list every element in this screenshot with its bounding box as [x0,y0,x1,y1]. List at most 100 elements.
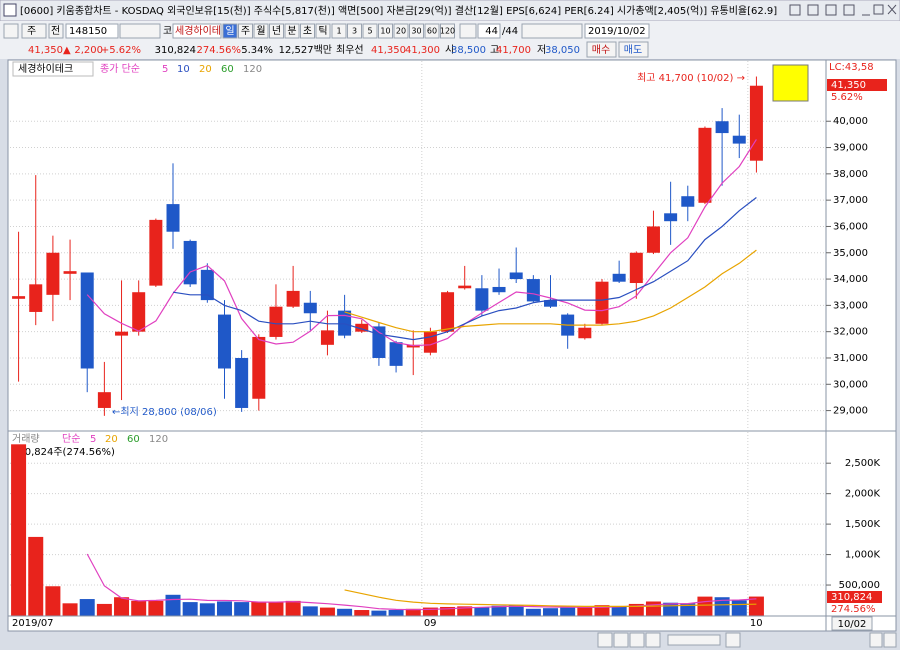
dropdown[interactable] [459,23,477,39]
candle-body [646,226,660,253]
x-tick-label: 10 [750,618,763,629]
interval[interactable]: 10 [380,27,390,36]
period-button[interactable] [238,23,253,39]
btn[interactable] [869,632,883,648]
open-label: 시 [445,44,454,56]
volume-bar [697,596,713,616]
volume-bar [714,597,730,616]
high: 41,700 [496,45,531,56]
btn[interactable] [645,632,661,648]
icons[interactable] [119,23,161,39]
btn[interactable] [613,632,629,648]
buy-button[interactable] [586,41,617,58]
legend-ma: 단순 [62,433,80,445]
btn[interactable] [3,23,19,39]
btn[interactable] [807,4,819,16]
y-tick-label: 40,000 [833,116,868,127]
ma-line [86,553,757,611]
candle-body [423,331,437,353]
interval[interactable]: 60 [427,27,437,36]
interval-button[interactable] [393,23,409,39]
volume-bar [405,608,421,616]
period-button[interactable] [253,23,269,39]
sell-button[interactable] [618,41,649,58]
period-button[interactable] [315,23,331,39]
icons[interactable] [521,23,583,39]
y-tick-label: 35,000 [833,248,868,259]
btn[interactable] [873,4,884,15]
quote-bar [0,41,900,59]
btn[interactable] [789,4,801,16]
btn[interactable] [629,632,645,648]
volume-bar [165,594,181,616]
volume-rate: 274.56% [197,45,242,56]
legend-title: 거래량 [12,433,40,445]
period[interactable]: 년 [272,25,281,37]
slider[interactable] [667,634,721,646]
candle-body [732,135,746,144]
btn[interactable] [825,4,837,16]
period-button[interactable] [300,23,315,39]
volume-bar [96,603,112,616]
interval-button[interactable] [347,23,362,39]
date: 2019/10/02 [588,26,646,37]
interval[interactable]: 3 [352,27,357,36]
interval-button[interactable] [409,23,424,39]
volume-bar [594,605,610,616]
low-annotation: ←최저 28,800 (08/06) [112,406,217,418]
volume-bar [491,605,507,616]
volume-bar [79,599,95,616]
period[interactable]: 주 [241,26,250,37]
interval[interactable]: 5 [367,27,372,36]
btn[interactable] [843,4,855,16]
volume-bar [388,610,404,616]
interval-button[interactable] [378,23,393,39]
buy[interactable]: 매수 [592,44,610,56]
interval-button[interactable] [440,23,455,39]
period[interactable]: 월 [256,25,265,37]
volume-bar [354,610,370,616]
interval[interactable]: 120 [440,27,455,36]
volume-bar [543,608,559,616]
last-label: 310,824 [831,592,872,603]
scroll-controls[interactable] [597,632,897,648]
btn[interactable] [887,4,897,15]
low: 38,050 [545,45,580,56]
interval-button[interactable] [331,23,347,39]
code: 148150 [69,26,107,37]
code-input[interactable] [65,23,119,39]
sell[interactable]: 매도 [624,44,642,56]
period-button[interactable] [269,23,284,39]
legend-ma: 종가 단순 [100,63,140,75]
btn[interactable] [883,632,897,648]
btn[interactable] [725,632,741,648]
count-input[interactable] [477,23,501,39]
date-input[interactable] [584,23,650,39]
interval[interactable]: 30 [411,27,421,36]
candle-body [441,292,455,332]
dropdown[interactable] [21,23,47,39]
period[interactable]: 일 [225,25,234,37]
interval[interactable]: 20 [396,27,406,36]
volume-bar [337,608,353,616]
btn[interactable] [48,23,64,39]
volume-note: 310,824주(274.56%) [12,447,115,458]
period-button[interactable] [222,23,238,39]
rate: +5.62% [101,45,141,56]
candle-body [132,292,146,332]
candle-body [595,281,609,324]
legend-box [12,61,94,77]
window-buttons[interactable] [789,4,897,16]
candle-body [269,306,283,337]
period-button[interactable] [284,23,300,39]
period[interactable]: 틱 [318,25,327,37]
btn[interactable] [597,632,613,648]
interval[interactable]: 1 [336,27,341,36]
period[interactable]: 분 [287,25,296,37]
ma-line [344,249,757,333]
candle-body [698,127,712,203]
title-text: [0600] 키움종합차트 - KOSDAQ 외국인보유[15(천)] 주식수[… [20,5,777,17]
interval-button[interactable] [362,23,378,39]
period[interactable]: 초 [303,25,312,37]
interval-button[interactable] [424,23,440,39]
